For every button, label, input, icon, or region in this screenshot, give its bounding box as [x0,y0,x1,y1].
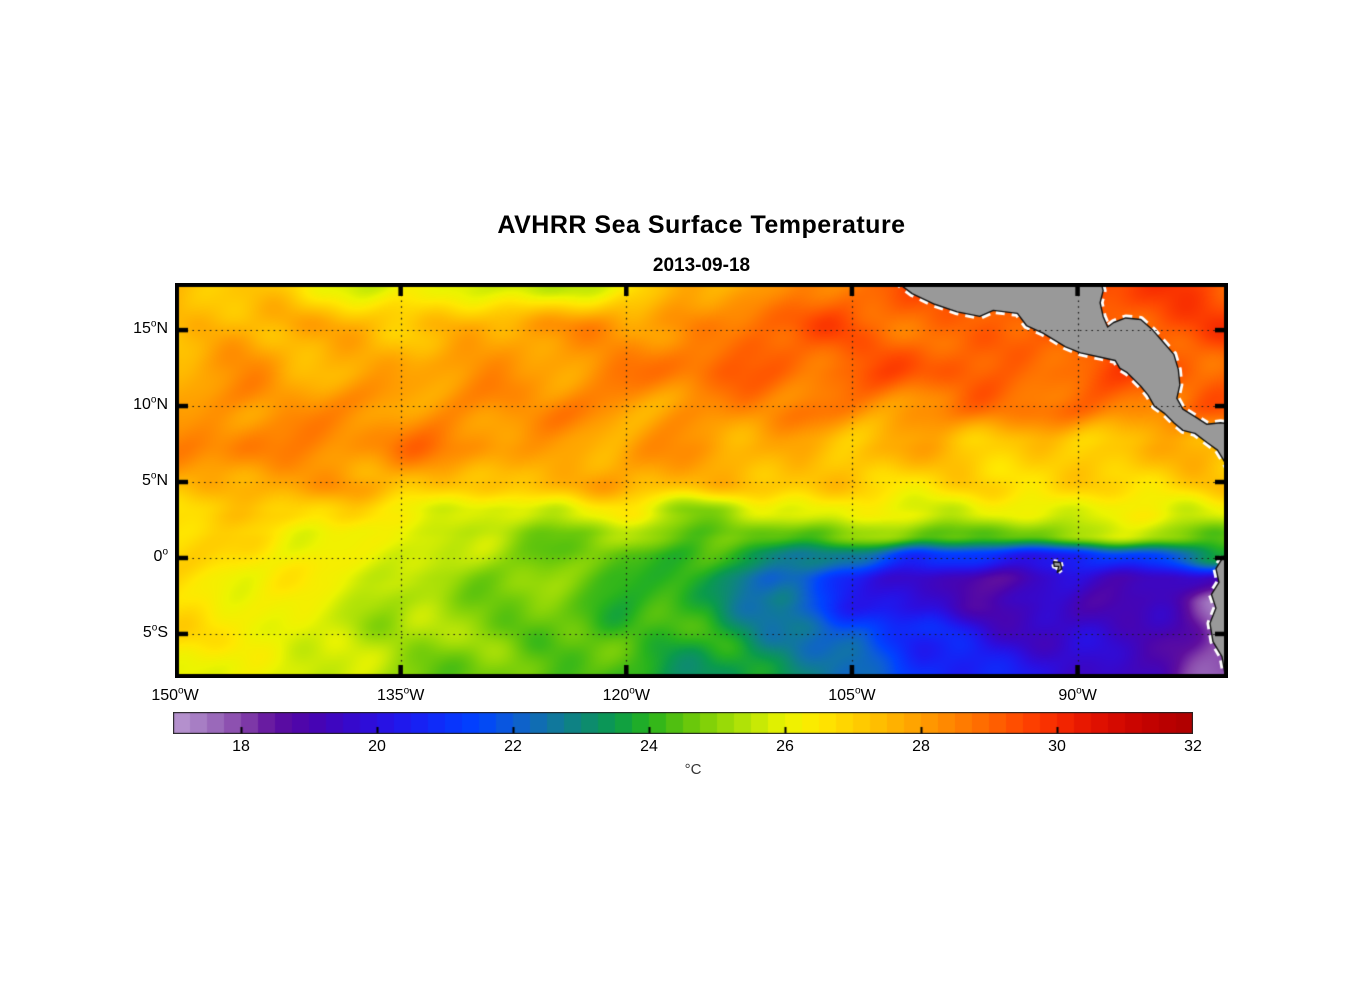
colorbar-unit-label: °C [684,761,702,778]
degree-superscript: o [150,470,157,482]
degree-superscript: o [178,685,184,697]
colorbar-tick-label: 18 [232,738,250,755]
colorbar-tick-label: 22 [504,738,522,755]
degree-superscript: o [629,685,635,697]
lon-tick-label: 150oW [151,685,199,704]
degree-superscript: o [162,546,168,558]
lon-tick-label: 120oW [602,685,650,704]
colorbar-canvas [173,712,1193,734]
figure-title: AVHRR Sea Surface Temperature [497,211,906,239]
figure-subtitle: 2013-09-18 [652,255,751,276]
sst-map-canvas [175,283,1228,678]
degree-superscript: o [151,622,158,634]
degree-superscript: o [854,685,861,697]
colorbar-tick-label: 24 [640,738,658,755]
colorbar-tick-label: 26 [776,738,794,755]
degree-superscript: o [150,394,157,406]
degree-superscript: o [1076,685,1082,697]
colorbar-tick-label: 28 [912,738,930,755]
lat-tick-label: 15oN [133,318,168,338]
lon-tick-label: 135oW [376,685,425,704]
degree-superscript: o [403,685,410,697]
lat-tick-label: 5oS [142,622,168,641]
degree-superscript: o [150,318,157,330]
colorbar-tick-label: 30 [1048,738,1066,755]
lat-tick-label: 5oN [141,470,168,490]
lat-tick-label: 10oN [133,394,168,414]
lon-tick-label: 90oW [1058,685,1097,704]
lon-tick-label: 105oW [828,685,876,704]
lat-tick-label: 0o [153,546,168,565]
colorbar-tick-label: 32 [1184,738,1202,755]
colorbar-tick-label: 20 [368,738,386,755]
